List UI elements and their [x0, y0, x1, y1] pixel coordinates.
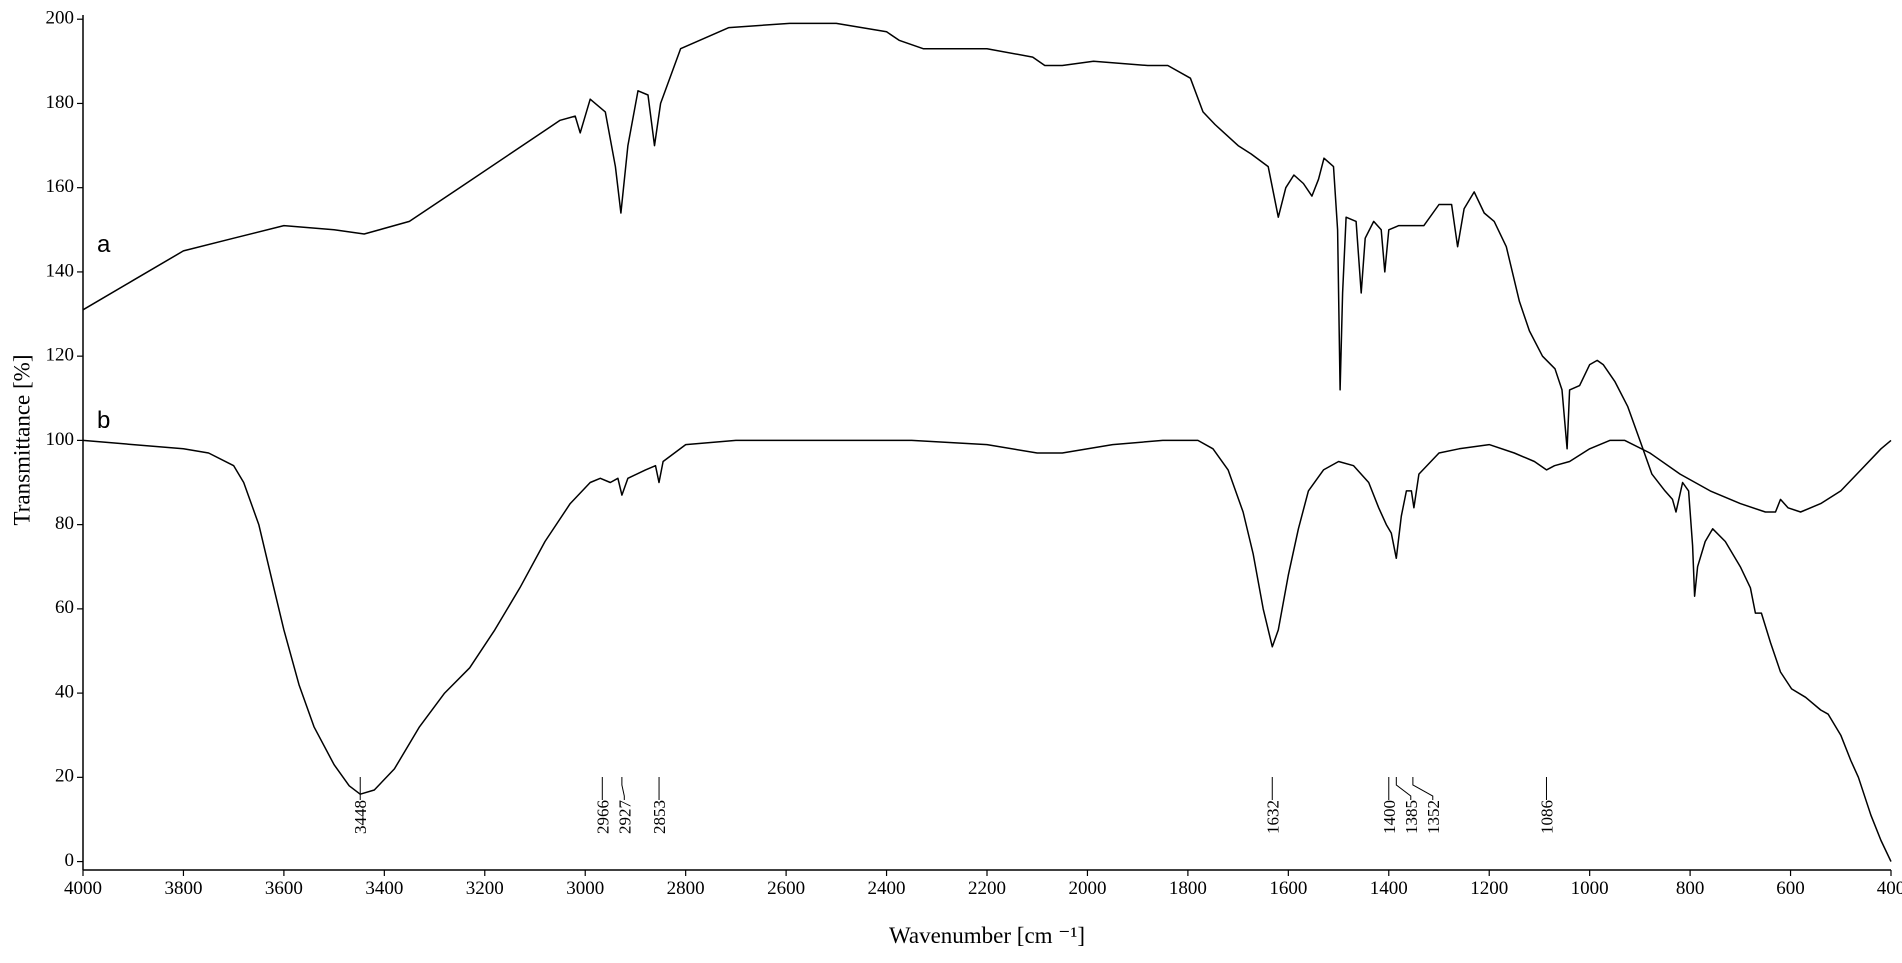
- spectrum-line: [82, 22, 1892, 862]
- y-tick-label: 160: [46, 176, 75, 197]
- x-tick-label: 3200: [466, 878, 504, 899]
- x-tick-label: 2200: [968, 878, 1006, 899]
- peak-label: 1385: [1402, 800, 1421, 834]
- x-tick-label: 1600: [1269, 878, 1307, 899]
- x-tick-label: 2800: [667, 878, 705, 899]
- peak-label: 2966: [593, 800, 612, 834]
- x-tick-label: 3400: [365, 878, 403, 899]
- x-tick-label: 2000: [1068, 878, 1106, 899]
- x-tick-label: 400: [1877, 878, 1902, 899]
- x-tick-label: 1200: [1470, 878, 1508, 899]
- y-tick-label: 100: [46, 429, 75, 450]
- x-tick-label: 3800: [164, 878, 202, 899]
- series-label: b: [97, 407, 110, 434]
- peak-label: 1632: [1263, 800, 1282, 834]
- x-tick-label: 2600: [767, 878, 805, 899]
- spectrum-line: [82, 439, 1892, 795]
- y-tick-label: 200: [46, 8, 75, 29]
- peak-label: 2927: [615, 800, 634, 835]
- x-tick-label: 1400: [1370, 878, 1408, 899]
- x-tick-label: 3600: [265, 878, 303, 899]
- x-tick-label: 800: [1676, 878, 1705, 899]
- y-tick-label: 140: [46, 260, 75, 281]
- y-tick-label: 120: [46, 345, 75, 366]
- y-tick-label: 180: [46, 92, 75, 113]
- x-tick-label: 4000: [64, 878, 102, 899]
- y-tick-label: 20: [55, 766, 74, 787]
- peak-label: 1352: [1424, 800, 1443, 834]
- y-tick-label: 80: [55, 513, 74, 534]
- peak-label: 2853: [650, 800, 669, 834]
- series-label: a: [97, 231, 111, 258]
- x-tick-label: 600: [1776, 878, 1805, 899]
- peak-leader: [1412, 777, 1434, 800]
- y-tick-label: 0: [65, 850, 75, 871]
- y-tick-label: 60: [55, 597, 74, 618]
- x-tick-label: 1800: [1169, 878, 1207, 899]
- x-tick-label: 1000: [1571, 878, 1609, 899]
- x-tick-label: 3000: [566, 878, 604, 899]
- x-tick-label: 2400: [868, 878, 906, 899]
- peak-label: 3448: [351, 800, 370, 834]
- peak-label: 1400: [1380, 800, 1399, 834]
- y-tick-label: 40: [55, 681, 74, 702]
- peak-label: 1086: [1537, 800, 1556, 834]
- x-axis-title: Wavenumber [cm ⁻¹]: [889, 923, 1085, 948]
- peak-leader: [1395, 777, 1412, 800]
- peak-leader: [621, 777, 625, 800]
- y-axis-title: Transmittance [%]: [9, 355, 34, 526]
